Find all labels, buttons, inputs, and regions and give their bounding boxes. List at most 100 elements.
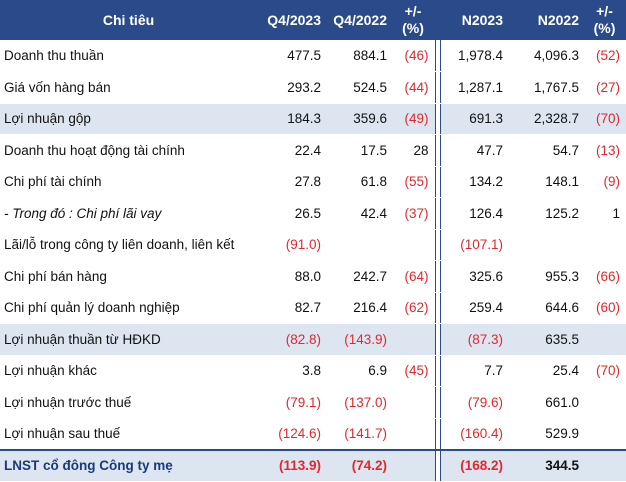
cell-q4-2023: 88.0	[257, 260, 325, 293]
column-separator	[434, 260, 441, 293]
table-row: Chi phí bán hàng 88.0 242.7 (64) 325.6 955.3(…	[0, 260, 626, 293]
cell-n2022: 955.3	[507, 260, 583, 293]
header-n-change: +/- (%)	[583, 0, 626, 40]
header-label: Chi tiêu	[0, 0, 257, 40]
cell-n2023: 7.7	[440, 355, 507, 387]
cell-n2023: 259.4	[440, 292, 507, 324]
table-row: Lợi nhuận sau thuế (124.6) (141.7) (160.4) 5…	[0, 418, 626, 450]
table-row: - Trong đó : Chi phí lãi vay 26.5 42.4 (37)…	[0, 197, 626, 230]
cell-q4-2022: 17.5	[325, 134, 391, 167]
cell-n2023: 1,287.1	[440, 71, 507, 104]
cell-n-change: (70)	[583, 103, 626, 135]
cell-n2023: 1,978.4	[440, 40, 507, 72]
cell-q4-2022: 216.4	[325, 292, 391, 324]
cell-q4-2022: 6.9	[325, 355, 391, 387]
cell-q4-2023: (79.1)	[257, 386, 325, 419]
cell-q-change	[391, 229, 435, 261]
cell-q-change	[391, 386, 435, 419]
table-row: Lợi nhuận trước thuế (79.1) (137.0) (79.6) 6…	[0, 386, 626, 419]
row-label: Lợi nhuận trước thuế	[0, 386, 257, 419]
column-separator	[434, 197, 441, 230]
row-label: Giá vốn hàng bán	[0, 71, 257, 104]
cell-q4-2023: 27.8	[257, 166, 325, 198]
cell-n-change: (60)	[583, 292, 626, 324]
cell-q4-2022: 359.6	[325, 103, 391, 135]
cell-q-change	[391, 448, 435, 482]
cell-n-change	[583, 386, 626, 419]
cell-n2023: (168.2)	[440, 448, 507, 482]
cell-n2023: (160.4)	[440, 418, 507, 450]
column-separator	[434, 40, 441, 72]
cell-n-change	[583, 418, 626, 450]
header-q-change-line1: +/-	[404, 3, 422, 19]
cell-q4-2023: (82.8)	[257, 323, 325, 356]
table-row: LNST cổ đông Công ty mẹ (113.9) (74.2) (168…	[0, 448, 626, 482]
column-separator	[434, 166, 441, 198]
table-row: Chi phí quản lý doanh nghiệp 82.7 216.4 (62…	[0, 292, 626, 324]
cell-n2022: 54.7	[507, 134, 583, 167]
cell-n-change: (9)	[583, 166, 626, 198]
cell-q4-2022: (141.7)	[325, 418, 391, 450]
cell-q4-2023: (124.6)	[257, 418, 325, 450]
header-q-change: +/- (%)	[391, 0, 435, 40]
cell-q4-2022: (137.0)	[325, 386, 391, 419]
cell-n2022: 148.1	[507, 166, 583, 198]
cell-q4-2023: 22.4	[257, 134, 325, 167]
header-row: Chi tiêu Q4/2023 Q4/2022 +/- (%) N2023 N2…	[0, 0, 626, 40]
cell-n2023: (87.3)	[440, 323, 507, 356]
cell-n2022	[507, 229, 583, 261]
cell-n2022: 644.6	[507, 292, 583, 324]
cell-q-change: (37)	[391, 197, 435, 230]
cell-n2022: 125.2	[507, 197, 583, 230]
cell-n2022: 4,096.3	[507, 40, 583, 72]
cell-q4-2023: 477.5	[257, 40, 325, 72]
row-label: Chi phí quản lý doanh nghiệp	[0, 292, 257, 324]
cell-q-change: (49)	[391, 103, 435, 135]
cell-n2023: 691.3	[440, 103, 507, 135]
cell-n-change	[583, 229, 626, 261]
cell-n2022: 2,328.7	[507, 103, 583, 135]
row-label: Doanh thu hoạt động tài chính	[0, 134, 257, 167]
column-separator	[434, 292, 441, 324]
row-label: Lợi nhuận sau thuế	[0, 418, 257, 450]
column-separator	[434, 229, 441, 261]
cell-q4-2022: (143.9)	[325, 323, 391, 356]
table-row: Giá vốn hàng bán 293.2 524.5 (44) 1,287.1 1,7…	[0, 71, 626, 104]
row-label: Chi phí tài chính	[0, 166, 257, 198]
cell-q-change: (45)	[391, 355, 435, 387]
table-row: Chi phí tài chính 27.8 61.8 (55) 134.2 148.1(…	[0, 166, 626, 198]
cell-q4-2023: (91.0)	[257, 229, 325, 261]
header-n2023: N2023	[440, 0, 507, 40]
column-separator	[434, 134, 441, 167]
header-q4-2023: Q4/2023	[257, 0, 325, 40]
header-n-change-line1: +/-	[596, 3, 613, 19]
cell-q4-2022: 884.1	[325, 40, 391, 72]
table-row: Lợi nhuận khác 3.8 6.9 (45) 7.7 25.4 (70)	[0, 355, 626, 387]
table-row: Lợi nhuận thuần từ HĐKD (82.8) (143.9) (87.…	[0, 323, 626, 356]
column-separator	[434, 386, 441, 419]
cell-q4-2023: (113.9)	[257, 448, 325, 482]
row-label: Chi phí bán hàng	[0, 260, 257, 293]
cell-q4-2022: (74.2)	[325, 448, 391, 482]
row-label: Lợi nhuận thuần từ HĐKD	[0, 323, 257, 356]
header-q4-2022: Q4/2022	[325, 0, 391, 40]
cell-q4-2023: 82.7	[257, 292, 325, 324]
cell-q4-2022: 242.7	[325, 260, 391, 293]
cell-q-change	[391, 323, 435, 356]
table-row: Doanh thu thuần 477.5 884.1 (46) 1,978.4 4,09…	[0, 40, 626, 72]
cell-q4-2023: 293.2	[257, 71, 325, 104]
cell-n-change: (27)	[583, 71, 626, 104]
cell-q4-2023: 26.5	[257, 197, 325, 230]
table-body: Doanh thu thuần 477.5 884.1 (46) 1,978.4 4,09…	[0, 40, 626, 482]
cell-n2022: 344.5	[507, 448, 583, 482]
header-q-change-line2: (%)	[402, 20, 424, 36]
header-n-change-line2: (%)	[593, 20, 616, 36]
cell-n-change: (70)	[583, 355, 626, 387]
cell-n2023: (107.1)	[440, 229, 507, 261]
cell-q-change: (44)	[391, 71, 435, 104]
table-row: Lợi nhuận gộp 184.3 359.6 (49) 691.3 2,328.7(…	[0, 103, 626, 135]
cell-n2022: 1,767.5	[507, 71, 583, 104]
table-row: Doanh thu hoạt động tài chính 22.4 17.5 28 4…	[0, 134, 626, 167]
cell-q4-2022: 524.5	[325, 71, 391, 104]
cell-q4-2022: 42.4	[325, 197, 391, 230]
